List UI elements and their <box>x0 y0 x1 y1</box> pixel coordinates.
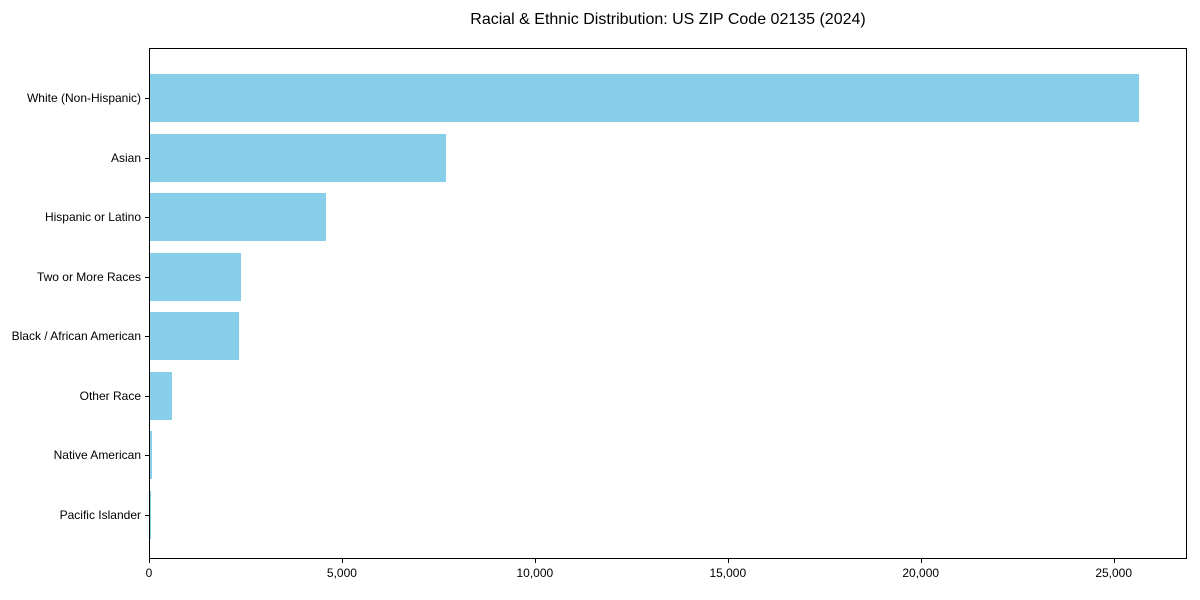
bar-pacific-islander <box>150 491 151 539</box>
y-tick-label-native-american: Native American <box>53 448 141 463</box>
plot-area <box>149 48 1187 559</box>
bar-black-african-american <box>150 312 240 361</box>
y-tick-label-hispanic-or-latino: Hispanic or Latino <box>44 210 141 225</box>
x-tick-mark <box>1113 559 1115 563</box>
bar-white-non-hispanic <box>150 74 1139 122</box>
y-tick-mark <box>145 515 149 516</box>
y-tick-mark <box>145 336 149 338</box>
y-tick-mark <box>145 395 149 397</box>
y-tick-mark <box>145 455 149 457</box>
y-tick-label-asian: Asian <box>110 150 141 165</box>
chart-title: Racial & Ethnic Distribution: US ZIP Cod… <box>470 11 866 28</box>
y-tick-label-other-race: Other Race <box>79 388 141 403</box>
y-tick-mark <box>145 157 149 159</box>
x-tick-label-0: 0 <box>145 566 153 580</box>
y-tick-label-two-or-more-races: Two or More Races <box>36 269 141 284</box>
x-tick-mark <box>341 559 343 563</box>
y-tick-label-black-african-american: Black / African American <box>11 329 141 344</box>
bar-asian <box>150 133 447 182</box>
x-tick-mark <box>920 559 922 563</box>
bar-hispanic-or-latino <box>150 193 327 242</box>
bar-two-or-more-races <box>150 252 242 301</box>
x-tick-label-20000: 20,000 <box>902 566 940 580</box>
bar-other-race <box>150 371 172 420</box>
x-tick-mark <box>149 559 150 563</box>
x-tick-label-5000: 5,000 <box>326 566 357 580</box>
y-tick-mark <box>145 276 149 278</box>
x-tick-mark <box>534 559 536 563</box>
y-tick-mark <box>145 98 149 99</box>
x-tick-label-10000: 10,000 <box>516 566 554 580</box>
y-tick-label-pacific-islander: Pacific Islander <box>59 508 141 522</box>
x-tick-label-15000: 15,000 <box>709 566 747 580</box>
bar-native-american <box>150 431 152 480</box>
x-tick-mark <box>727 559 729 563</box>
y-tick-mark <box>145 217 149 219</box>
y-tick-label-white-non-hispanic: White (Non-Hispanic) <box>26 91 141 105</box>
x-tick-label-25000: 25,000 <box>1095 566 1133 580</box>
